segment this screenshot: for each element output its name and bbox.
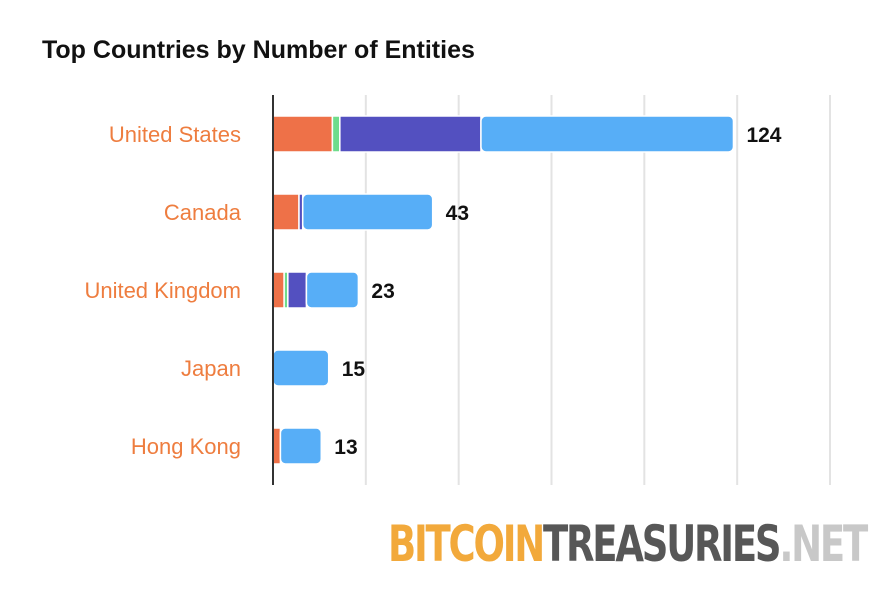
data-label: 23: [371, 280, 394, 303]
bar-segment: [305, 271, 360, 309]
bar-segment: [272, 271, 285, 309]
category-label: Hong Kong: [131, 434, 241, 459]
bar-segment: [287, 271, 308, 309]
bar-segment: [279, 427, 323, 465]
bar-segment: [480, 115, 735, 153]
bar-segment: [339, 115, 482, 153]
bar-segment: [272, 115, 334, 153]
bar-segment: [301, 193, 434, 231]
category-label: Japan: [181, 356, 241, 381]
data-label: 13: [334, 436, 357, 459]
category-label: United States: [109, 122, 241, 147]
bitcoin-treasuries-logo: BITCOINTREASURIES.NET: [388, 515, 868, 573]
data-label: 43: [446, 202, 469, 225]
data-label: 15: [342, 358, 366, 381]
bar-segment: [272, 349, 330, 387]
category-label: United Kingdom: [84, 278, 241, 303]
bar-segment: [331, 115, 341, 153]
category-label: Canada: [164, 200, 242, 225]
chart-title: Top Countries by Number of Entities: [42, 36, 475, 64]
bar-segment: [272, 427, 282, 465]
data-label: 124: [746, 124, 781, 147]
bar-segment: [272, 193, 300, 231]
